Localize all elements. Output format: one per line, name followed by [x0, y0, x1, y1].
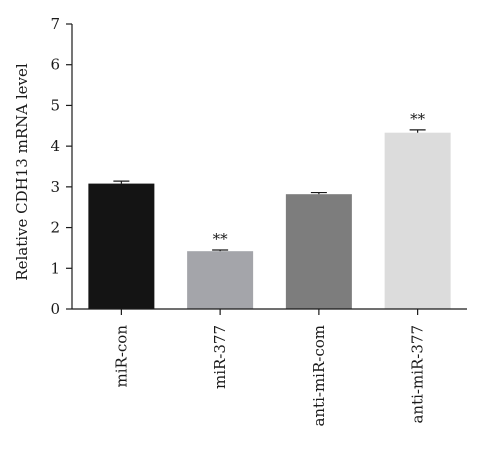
category-label: anti-miR-com [310, 325, 328, 427]
y-tick-label: 5 [50, 96, 60, 114]
y-tick-label: 3 [50, 178, 60, 196]
bar-anti-miR-377 [384, 132, 451, 309]
y-tick-label: 6 [50, 56, 60, 74]
x-axis-labels: miR-con miR-377 anti-miR-com anti-miR-377 [112, 309, 427, 427]
y-tick-label: 0 [50, 300, 60, 318]
category-label: miR-con [112, 325, 130, 388]
bar-anti-miR-com [285, 194, 352, 309]
category-label: anti-miR-377 [409, 325, 427, 424]
y-tick-label: 4 [50, 137, 60, 155]
bar-miR-con [88, 183, 155, 309]
category-label: miR-377 [211, 325, 229, 389]
bars-group: ** ** [88, 110, 451, 309]
significance-label: ** [410, 110, 426, 128]
y-tick-label: 7 [50, 15, 60, 33]
bar-miR-377 [187, 251, 254, 309]
y-tick-label: 1 [50, 259, 60, 277]
y-tick-label: 2 [50, 219, 60, 237]
y-axis-ticks: 0 1 2 3 4 5 6 7 [50, 15, 72, 318]
y-axis-label: Relative CDH13 mRNA level [13, 63, 31, 281]
significance-label: ** [213, 230, 229, 248]
